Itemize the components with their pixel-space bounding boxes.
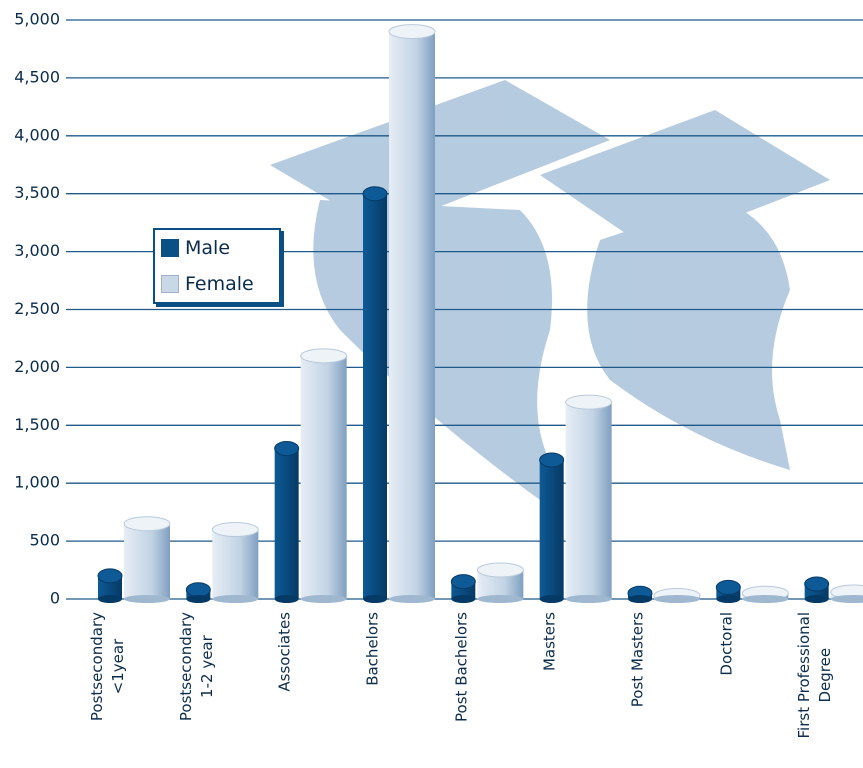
background-graduates [270, 80, 830, 500]
bar-top [388, 24, 436, 40]
bar-body [539, 460, 564, 599]
bar [123, 516, 171, 603]
bar [388, 24, 436, 603]
bar-base [539, 595, 564, 603]
bar-body [389, 31, 435, 599]
bar-base [274, 595, 299, 603]
bar-top [565, 394, 613, 410]
legend-item: Male [155, 230, 279, 266]
x-tick-label: Post Bachelors [452, 612, 470, 722]
bar-top [362, 186, 388, 202]
bar [476, 562, 524, 603]
bar-body [212, 529, 259, 599]
x-tick-label: Bachelors [363, 612, 382, 686]
bar [539, 452, 565, 603]
bar-body [124, 523, 170, 599]
x-tick-label: Masters [540, 612, 559, 672]
legend-item: Female [155, 266, 279, 302]
bar-top [804, 576, 830, 592]
bar [211, 522, 259, 603]
bar-base [742, 595, 789, 603]
y-tick-label: 4,500 [14, 67, 60, 86]
bar [804, 576, 830, 603]
bar [741, 585, 789, 603]
bar-base [628, 595, 652, 603]
y-tick-label: 3,500 [14, 183, 60, 202]
bar-top [476, 562, 524, 578]
bar-top [123, 516, 171, 532]
bar-base [186, 595, 211, 603]
bar-top [185, 582, 211, 598]
bar [97, 568, 123, 603]
bar-base [830, 595, 863, 603]
bar-body [363, 193, 387, 599]
legend-label: Male [185, 237, 231, 259]
bar-base [300, 595, 347, 603]
bar [185, 582, 211, 603]
bar-base [716, 595, 741, 603]
bar-body [300, 355, 347, 599]
bar [830, 584, 863, 603]
bar-base [124, 595, 170, 603]
y-tick-label: 1,000 [14, 473, 60, 492]
x-tick-label: Postsecondary 1-2 year [176, 612, 216, 722]
bar [565, 394, 613, 603]
bar [715, 579, 741, 603]
x-tick-label: Post Masters [628, 612, 647, 708]
bar-top [97, 568, 123, 584]
bar [300, 348, 348, 603]
bar [274, 440, 300, 603]
bar [450, 574, 476, 603]
bar-body [274, 448, 299, 599]
y-tick-label: 5,000 [14, 10, 60, 29]
y-tick-label: 2,500 [14, 299, 60, 318]
legend: Male Female [153, 228, 281, 304]
y-tick-label: 500 [29, 531, 60, 550]
bar [362, 186, 388, 603]
bar-body [565, 402, 612, 599]
bar-base [98, 595, 122, 603]
x-tick-label: First Professional Degree [794, 612, 834, 739]
bar-top [715, 579, 741, 595]
bar-top [274, 440, 300, 456]
y-tick-label: 3,000 [14, 241, 60, 260]
x-tick-label: Associates [275, 612, 294, 692]
y-tick-label: 1,500 [14, 415, 60, 434]
bar-base [477, 595, 524, 603]
bar-top [211, 522, 259, 538]
bar-base [389, 595, 435, 603]
legend-swatch [161, 239, 179, 257]
y-tick-label: 0 [50, 589, 60, 608]
bar [627, 585, 653, 603]
bar-top [450, 574, 476, 590]
legend-label: Female [185, 273, 254, 295]
legend-swatch [161, 275, 179, 293]
bar-base [654, 595, 700, 603]
x-tick-label: Postsecondary <1year [88, 612, 128, 722]
bar-base [804, 595, 829, 603]
bar [653, 588, 701, 604]
bar-base [363, 595, 387, 603]
x-tick-label: Doctoral [717, 612, 735, 676]
bar-base [212, 595, 259, 603]
y-tick-label: 4,000 [14, 125, 60, 144]
bar-top [539, 452, 565, 468]
y-tick-label: 2,000 [14, 357, 60, 376]
bar-base [451, 595, 476, 603]
bar-base [565, 595, 612, 603]
bar-top [300, 348, 348, 364]
